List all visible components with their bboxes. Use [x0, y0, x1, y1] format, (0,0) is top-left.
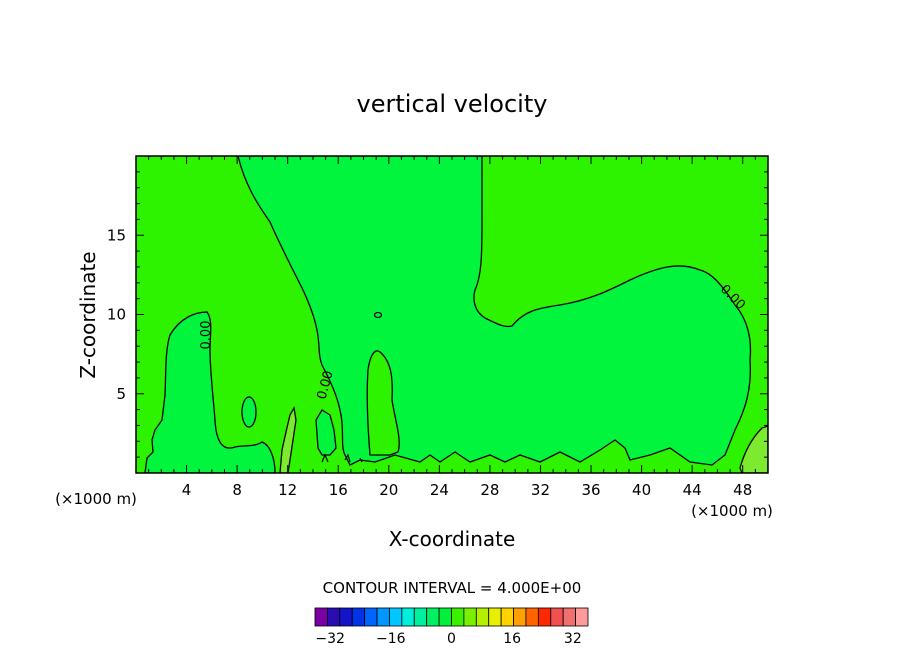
- colorbar-swatch: [389, 607, 403, 627]
- x-tick-label: 36: [581, 481, 600, 499]
- colorbar-tick-labels: −32 −16 0 16 32: [315, 631, 581, 647]
- y-tick-label: 5: [116, 385, 126, 403]
- colorbar-swatch: [537, 607, 552, 627]
- colorbar-swatch: [339, 607, 353, 627]
- colorbar-swatch: [513, 607, 527, 627]
- x-tick-label: 16: [329, 481, 348, 499]
- colorbar-swatch: [475, 607, 490, 627]
- x-tick-label: 40: [632, 481, 651, 499]
- x-tick-label: 8: [232, 481, 242, 499]
- colorbar-swatch: [413, 607, 428, 627]
- colorbar-tick-label: 32: [564, 631, 582, 647]
- colorbar-tick-label: −32: [315, 631, 345, 647]
- colorbar-swatch: [451, 607, 465, 627]
- colorbar-swatch: [376, 607, 390, 627]
- colorbar-swatch: [500, 607, 514, 627]
- colorbar-tick-label: 16: [503, 631, 521, 647]
- colorbar-tick-label: 0: [447, 631, 456, 647]
- colorbar-swatch: [351, 607, 366, 627]
- x-tick-label: 32: [531, 481, 550, 499]
- x-unit-note-right: (×1000 m): [691, 502, 773, 520]
- colorbar-swatch: [314, 607, 328, 627]
- colorbar-swatch: [550, 607, 564, 627]
- chart-title: vertical velocity: [357, 90, 548, 118]
- x-tick-label: 44: [683, 481, 702, 499]
- contour-label-left: 0.00: [199, 321, 214, 350]
- y-tick-labels: 5 10 15: [107, 226, 126, 403]
- contour-label-middle: 0.00: [315, 369, 337, 401]
- x-unit-note-left: (×1000 m): [55, 490, 137, 508]
- axis-ticks: [136, 156, 768, 473]
- colorbar-tick-label: −16: [376, 631, 406, 647]
- colorbar-swatch: [438, 607, 452, 627]
- colorbar-swatch: [401, 607, 415, 627]
- plot-area: [135, 155, 769, 474]
- x-tick-label: 48: [733, 481, 752, 499]
- colorbar-swatch: [488, 607, 502, 627]
- colorbar-swatch: [575, 607, 589, 627]
- x-tick-label: 12: [278, 481, 297, 499]
- small-contours-16: [321, 453, 363, 463]
- x-tick-label: 4: [182, 481, 192, 499]
- positive-cell-12: [279, 406, 297, 473]
- colorbar: [314, 607, 589, 627]
- contour-interval: CONTOUR INTERVAL = 4.000E+00: [323, 579, 582, 597]
- small-closed-contour: [241, 396, 257, 428]
- colorbar-swatch: [426, 607, 440, 627]
- y-tick-label: 15: [107, 226, 126, 244]
- positive-cell-right: [739, 425, 768, 473]
- x-tick-label: 24: [430, 481, 449, 499]
- x-tick-label: 20: [379, 481, 398, 499]
- colorbar-swatch: [364, 607, 378, 627]
- colorbar-swatch: [463, 607, 477, 627]
- near-zero-region: [237, 156, 752, 466]
- positive-cell-19: [366, 350, 400, 456]
- x-tick-label: 28: [480, 481, 499, 499]
- left-near-zero-lobe: [144, 311, 276, 473]
- y-axis-title: Z-coordinate: [76, 251, 100, 378]
- x-tick-labels: 4 8 12 16 20 24 28 32 36 40 44 48: [182, 481, 752, 499]
- tiny-contour: [373, 311, 383, 319]
- colorbar-swatch: [562, 607, 576, 627]
- y-tick-label: 10: [107, 306, 126, 324]
- colorbar-swatch: [525, 607, 539, 627]
- colorbar-swatch: [327, 607, 341, 627]
- x-axis-title: X-coordinate: [389, 527, 516, 551]
